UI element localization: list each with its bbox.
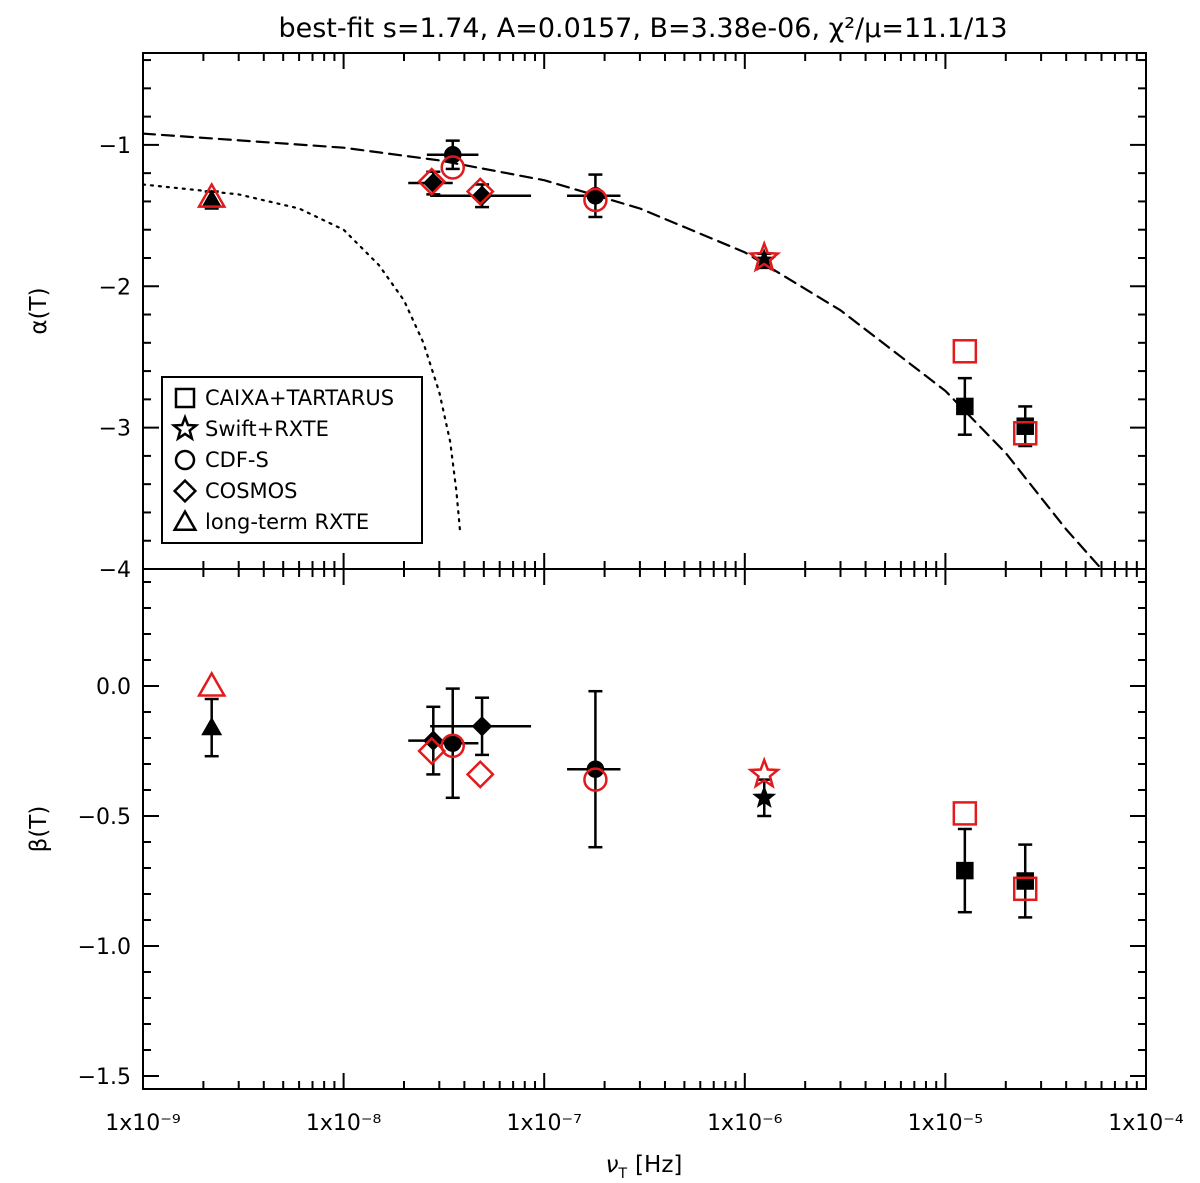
beta-y-tick-label: −1.5 <box>78 1065 131 1090</box>
alpha-y-axis-label: α(T) <box>26 287 52 334</box>
alpha-axis-ticks: −4 −3 −2 −1 <box>99 53 1146 583</box>
beta-plot-frame <box>142 568 1147 1090</box>
legend-label: Swift+RXTE <box>205 417 329 441</box>
beta-data-points <box>196 670 1038 919</box>
x-axis-tick-labels: 1x10⁻⁹ 1x10⁻⁸ 1x10⁻⁷ 1x10⁻⁶ 1x10⁻⁵ 1x10⁻⁴ <box>105 1111 1184 1136</box>
beta-measured-square <box>956 861 974 880</box>
x-tick-label: 1x10⁻⁹ <box>105 1111 180 1136</box>
alpha-y-tick-label: −3 <box>99 417 131 442</box>
beta-y-tick-label: −0.5 <box>78 805 131 830</box>
alpha-model-triangle <box>196 182 227 208</box>
legend-circle-icon <box>174 449 196 471</box>
x-tick-label: 1x10⁻⁶ <box>707 1111 783 1136</box>
beta-model-diamond <box>417 736 447 766</box>
alpha-y-tick-label: −4 <box>99 558 131 583</box>
beta-measured-diamond <box>471 716 493 737</box>
alpha-model-star <box>747 240 782 273</box>
legend: CAIXA+TARTARUS Swift+RXTE CDF-S COSMOS long-… <box>161 376 423 544</box>
alpha-model-circle <box>583 187 608 213</box>
alpha-dashed-curve <box>141 132 1103 571</box>
alpha-measured-square <box>1016 417 1034 435</box>
alpha-dotted-curve <box>141 183 461 531</box>
beta-measured-triangle <box>201 716 223 736</box>
alpha-y-tick-label: −1 <box>99 134 131 159</box>
alpha-model-diamond <box>465 177 495 206</box>
legend-label: CAIXA+TARTARUS <box>205 386 394 410</box>
legend-square-icon <box>174 387 196 409</box>
x-tick-label: 1x10⁻⁵ <box>908 1111 983 1136</box>
legend-star-icon <box>170 413 200 442</box>
alpha-model-curves <box>141 132 1103 571</box>
legend-diamond-icon <box>172 478 198 504</box>
alpha-model-diamond <box>417 167 447 197</box>
alpha-y-tick-label: −2 <box>99 275 131 300</box>
beta-measured-star <box>752 785 777 808</box>
x-tick-label: 1x10⁻⁷ <box>506 1111 581 1136</box>
x-axis-label-subscript: T <box>617 1166 627 1182</box>
beta-model-triangle <box>196 670 227 697</box>
alpha-measured-triangle <box>201 189 223 208</box>
beta-model-circle <box>440 733 465 759</box>
x-axis-label: νT [Hz] <box>606 1152 683 1182</box>
beta-model-diamond <box>465 759 495 789</box>
beta-axis-ticks: −1.5 −1.0 −0.5 0.0 <box>78 569 1146 1090</box>
beta-y-tick-label: −1.0 <box>78 935 131 960</box>
alpha-model-square <box>1012 421 1038 446</box>
x-tick-label: 1x10⁻⁸ <box>306 1111 382 1136</box>
panel-beta: −1.5 −1.0 −0.5 0.0 β(T) <box>26 568 1147 1090</box>
beta-y-tick-label: 0.0 <box>96 675 131 700</box>
x-axis-label-symbol: ν <box>606 1152 619 1178</box>
x-tick-label: 1x10⁻⁴ <box>1108 1111 1184 1136</box>
legend-triangle-icon <box>172 509 198 532</box>
x-axis-label-unit: [Hz] <box>635 1152 682 1178</box>
beta-measured-square <box>1016 872 1034 890</box>
legend-label: long-term RXTE <box>205 510 369 534</box>
alpha-measured-square <box>956 397 974 416</box>
beta-model-star <box>747 756 782 789</box>
alpha-measured-circle <box>443 146 462 164</box>
alpha-model-circle <box>440 155 465 180</box>
beta-model-square <box>952 801 978 826</box>
beta-y-axis-label: β(T) <box>26 806 52 853</box>
beta-model-circle <box>583 767 608 792</box>
legend-box <box>161 376 423 544</box>
alpha-data-points <box>196 139 1038 448</box>
chart-title: best-fit s=1.74, A=0.0157, B=3.38e-06, χ… <box>278 13 1007 44</box>
beta-model-square <box>1012 876 1038 902</box>
panel-alpha: −4 −3 −2 −1 α(T) <box>26 52 1147 583</box>
legend-label: COSMOS <box>205 479 298 503</box>
legend-label: CDF-S <box>205 448 269 472</box>
alpha-model-square <box>952 339 978 364</box>
